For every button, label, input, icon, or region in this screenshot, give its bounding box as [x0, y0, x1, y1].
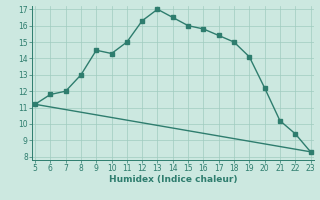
X-axis label: Humidex (Indice chaleur): Humidex (Indice chaleur) [108, 175, 237, 184]
